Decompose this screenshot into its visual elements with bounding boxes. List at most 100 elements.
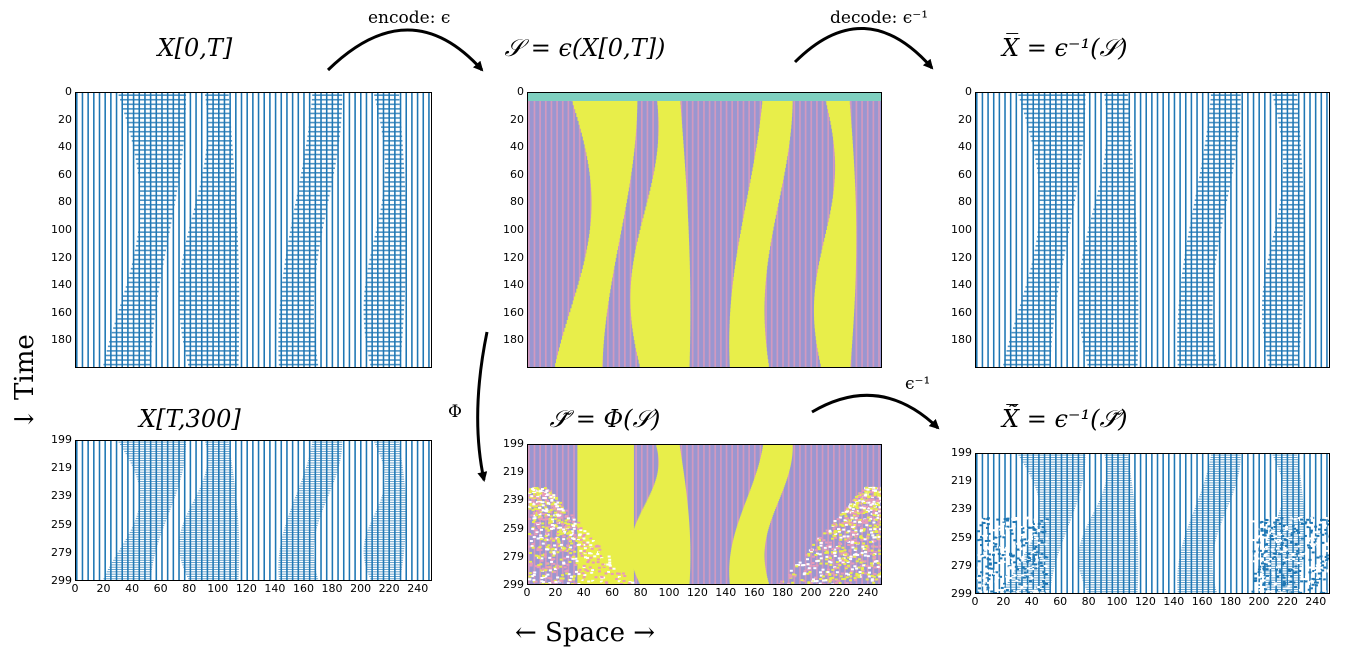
stripe-column xyxy=(1145,454,1147,593)
noise-dot xyxy=(569,526,573,529)
noise-dot xyxy=(1300,580,1304,583)
noise-dot xyxy=(856,512,860,515)
noise-dot xyxy=(831,568,835,571)
y-tick-label: 0 xyxy=(517,85,524,98)
stripe-rung xyxy=(137,231,170,233)
stripe-rung xyxy=(1272,94,1298,96)
encoded-band xyxy=(633,335,691,341)
stripe-column xyxy=(189,93,192,367)
noise-dot xyxy=(1015,579,1019,582)
encoded-band xyxy=(817,269,856,274)
noise-dot xyxy=(1294,565,1298,568)
noise-dot xyxy=(528,505,532,508)
noise-dot xyxy=(983,556,987,559)
stripe-column xyxy=(1235,454,1238,593)
stripe-rung xyxy=(1268,363,1299,366)
noise-dot xyxy=(592,581,596,584)
stripe-rung xyxy=(121,446,186,448)
encoded-band xyxy=(634,339,691,345)
stripe-rung xyxy=(115,555,155,557)
noise-dot xyxy=(849,535,853,538)
stripe-rung xyxy=(1282,487,1302,488)
stripe-rung xyxy=(291,506,324,508)
noise-dot xyxy=(977,554,981,557)
noise-dot xyxy=(1032,589,1036,592)
stripe-rung xyxy=(1037,494,1080,495)
stripe-rung xyxy=(289,513,322,515)
encoded-band xyxy=(729,564,766,567)
stripe-rung xyxy=(183,254,239,256)
stripe-rung xyxy=(290,226,324,229)
noise-dot xyxy=(1034,546,1038,549)
stripe-rung xyxy=(278,359,318,361)
noise-dot xyxy=(810,549,814,552)
stripe-rung xyxy=(374,441,400,443)
stripe-column xyxy=(1156,454,1159,593)
encoded-band xyxy=(651,183,687,188)
noise-dot xyxy=(1019,548,1023,551)
stripe-rung xyxy=(1205,477,1238,479)
stripe-rung xyxy=(300,483,334,485)
noise-dot xyxy=(873,560,877,563)
noise-dot xyxy=(545,538,549,541)
stripe-rung xyxy=(1180,286,1214,288)
stripe-rung xyxy=(1081,575,1139,576)
stripe-rung xyxy=(363,309,405,311)
noise-dot xyxy=(1295,529,1299,532)
stripe-rung xyxy=(1184,535,1217,537)
stripe-rung xyxy=(1078,281,1139,284)
encoded-column xyxy=(567,445,570,584)
noise-dot xyxy=(551,580,555,583)
noise-dot xyxy=(600,558,604,561)
noise-dot xyxy=(850,568,854,571)
encoded-column xyxy=(544,93,547,367)
noise-dot xyxy=(846,506,850,509)
encoded-band xyxy=(572,300,609,305)
noise-dot xyxy=(572,556,576,559)
noise-dot xyxy=(1002,534,1006,537)
noise-dot xyxy=(811,562,815,565)
stripe-rung xyxy=(284,263,317,265)
stripe-rung xyxy=(1011,331,1053,334)
stripe-rung xyxy=(1032,144,1083,147)
encoded-band xyxy=(815,335,853,341)
noise-dot xyxy=(850,570,854,573)
encoded-band xyxy=(577,470,634,474)
noise-dot xyxy=(825,551,829,554)
stripe-rung xyxy=(110,564,153,566)
noise-dot xyxy=(845,582,849,584)
noise-dot xyxy=(565,569,569,572)
noise-dot xyxy=(556,567,560,570)
encoded-band xyxy=(577,576,634,579)
noise-dot xyxy=(573,550,577,553)
noise-dot xyxy=(1023,519,1027,522)
inverse-arrow xyxy=(811,393,940,430)
noise-dot xyxy=(551,507,555,510)
noise-dot xyxy=(1031,564,1035,567)
noise-dot xyxy=(987,539,991,542)
stripe-rung xyxy=(308,457,341,459)
stripe-rung xyxy=(207,460,232,462)
encoded-band xyxy=(637,237,690,243)
stripe-column xyxy=(325,441,328,580)
stripe-column xyxy=(1264,93,1266,367)
noise-dot xyxy=(803,570,807,573)
stripe-rung xyxy=(1079,568,1139,570)
stripe-rung xyxy=(1188,524,1221,526)
noise-dot xyxy=(845,572,849,575)
noise-dot xyxy=(872,489,876,492)
stripe-rung xyxy=(1177,591,1217,593)
noise-dot xyxy=(853,577,857,580)
noise-dot xyxy=(1319,591,1323,593)
encoded-band xyxy=(657,450,681,454)
encoded-band xyxy=(567,316,607,321)
noise-dot xyxy=(981,554,985,557)
noise-dot xyxy=(1274,539,1278,542)
stripe-column xyxy=(992,454,995,593)
noise-dot xyxy=(540,557,544,560)
noise-dot xyxy=(1313,536,1317,539)
noise-dot xyxy=(1019,587,1023,590)
stripe-rung xyxy=(1279,203,1304,206)
noise-dot xyxy=(532,579,536,582)
encoded-band xyxy=(729,320,765,325)
